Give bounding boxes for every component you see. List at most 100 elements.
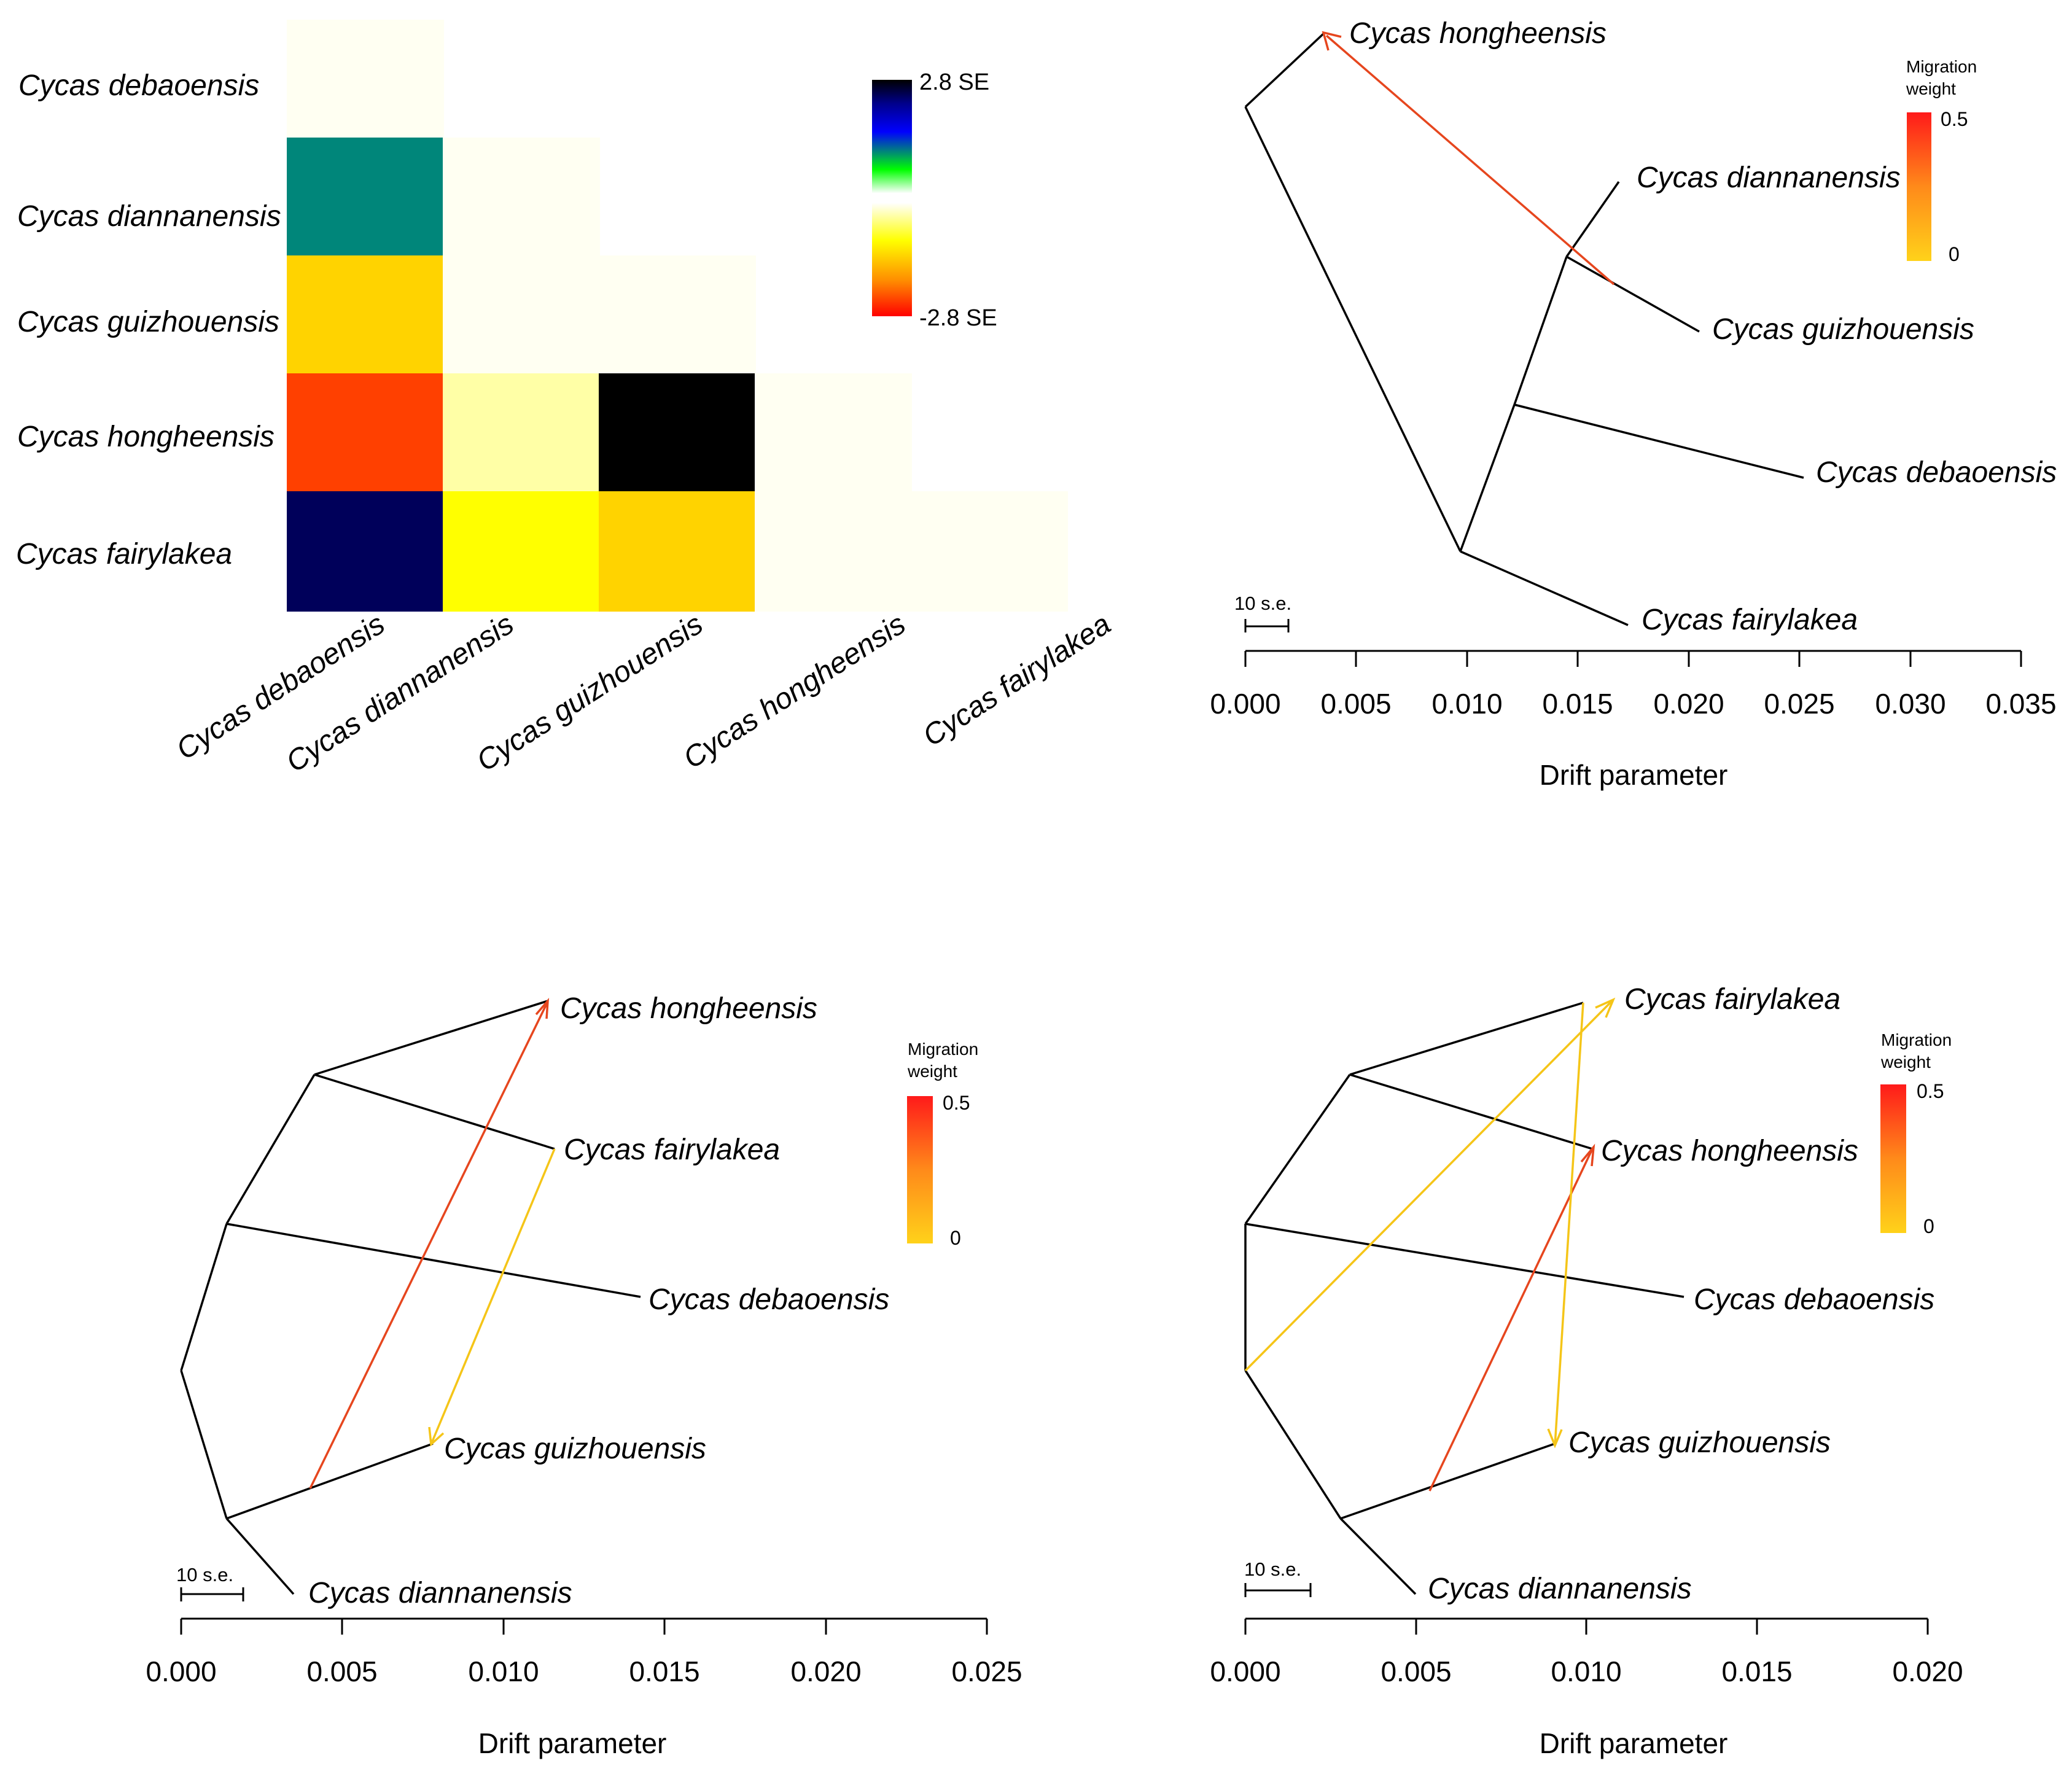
heatmap-column-label: Cycas debaoensis <box>171 608 391 766</box>
tree-tip-label: Cycas guizhouensis <box>1712 313 1974 346</box>
heatmap-cell-fairylakea-fairylakea <box>911 491 1068 612</box>
tree-branch <box>180 1370 228 1519</box>
scale-bar-label: 10 s.e. <box>176 1564 233 1585</box>
x-axis-ticks <box>180 1619 988 1635</box>
migration-legend: Migration weight 0.5 0 <box>907 1040 978 1249</box>
tree-branch <box>1460 550 1629 626</box>
tree-branch <box>1340 1442 1556 1520</box>
x-axis: 0.000 0.005 0.010 0.015 0.020 0.025 0.03… <box>1210 650 2057 791</box>
tree-tip-label: Cycas debaoensis <box>1694 1283 1934 1316</box>
migration-edges <box>1322 31 1615 286</box>
x-tick-label: 0.030 <box>1875 688 1945 720</box>
tree-branch <box>1566 255 1700 333</box>
x-axis-title: Drift parameter <box>1540 1727 1728 1759</box>
x-tick-label: 0.010 <box>1431 688 1502 720</box>
legend-title-line-2: weight <box>1880 1052 1931 1072</box>
tree-tip-label: Cycas diannanensis <box>308 1577 572 1609</box>
tree-branch <box>1349 1073 1593 1150</box>
x-tick-label: 0.000 <box>1210 688 1280 720</box>
heatmap-row-label: Cycas debaoensis <box>18 69 259 102</box>
migration-arrowhead <box>1547 1428 1563 1449</box>
migration-legend: Migration weight 0.5 0 <box>1906 57 1977 265</box>
legend-title-line-1: Migration <box>908 1040 978 1059</box>
heatmap-cell-fairylakea-hongheensis <box>755 491 912 612</box>
heatmap-cell-hongheensis-diannanensis <box>443 373 600 492</box>
treemix-tree-panel-3: Cycas fairylakea Cycas hongheensis Cycas… <box>1210 983 1963 1759</box>
x-tick-label: 0.005 <box>1320 688 1391 720</box>
tree-tip-label: Cycas fairylakea <box>1642 604 1858 636</box>
x-axis-tick-labels: 0.000 0.005 0.010 0.015 0.020 0.025 <box>146 1655 1022 1687</box>
x-tick-label: 0.005 <box>1381 1655 1451 1687</box>
legend-max-label: 0.5 <box>1941 108 1968 130</box>
migration-arrow <box>1244 1000 1613 1372</box>
tree-branch <box>314 1073 555 1150</box>
x-tick-label: 0.020 <box>1892 1655 1963 1687</box>
tree-branch <box>1349 1002 1584 1076</box>
tree-branch <box>180 1223 228 1371</box>
legend-title-line-1: Migration <box>1881 1030 1952 1049</box>
treemix-tree-panel-2: Cycas hongheensis Cycas fairylakea Cycas… <box>146 992 1022 1759</box>
heatmap-cell-debaoensis-debaoensis <box>287 20 444 139</box>
tree-branches <box>1244 33 1804 626</box>
tree-tip-label: Cycas guizhouensis <box>444 1433 706 1465</box>
x-axis: 0.000 0.005 0.010 0.015 0.020 Drift para… <box>1210 1617 1963 1759</box>
tree-tip-labels: Cycas fairylakea Cycas hongheensis Cycas… <box>1428 983 1934 1605</box>
heatmap-column-label: Cycas fairylakea <box>917 608 1116 753</box>
heatmap-cell-guizhouensis-guizhouensis <box>599 255 756 375</box>
tree-branch <box>1244 106 1462 552</box>
tree-tip-label: Cycas debaoensis <box>1816 456 2057 489</box>
heatmap-cell-fairylakea-debaoensis <box>287 491 444 612</box>
x-tick-label: 0.010 <box>468 1655 539 1687</box>
migration-arrow <box>1428 1148 1594 1492</box>
tree-tip-label: Cycas debaoensis <box>648 1283 889 1316</box>
colorbar-max-label: 2.8 SE <box>919 69 989 95</box>
tree-tip-labels: Cycas hongheensis Cycas diannanensis Cyc… <box>1349 17 2057 636</box>
legend-min-label: 0 <box>950 1227 961 1249</box>
heatmap-colorbar: 2.8 SE -2.8 SE <box>872 69 997 331</box>
heatmap-row-label: Cycas fairylakea <box>16 538 232 570</box>
legend-gradient <box>907 1096 933 1243</box>
tree-tip-label: Cycas hongheensis <box>1349 17 1607 50</box>
heatmap-cell-diannanensis-diannanensis <box>443 138 600 257</box>
x-axis-title: Drift parameter <box>478 1727 667 1759</box>
heatmap-row-label: Cycas hongheensis <box>17 421 275 453</box>
legend-gradient <box>1907 112 1931 261</box>
heatmap-row-labels: Cycas debaoensis Cycas diannanensis Cyca… <box>16 69 281 570</box>
migration-legend: Migration weight 0.5 0 <box>1880 1030 1952 1237</box>
tree-branch <box>314 1000 548 1076</box>
migration-arrowhead <box>1580 1143 1595 1167</box>
scale-bar-label: 10 s.e. <box>1234 593 1291 614</box>
tree-branch <box>1565 181 1620 258</box>
legend-min-label: 0 <box>1949 243 1960 265</box>
x-tick-label: 0.035 <box>1985 688 2056 720</box>
migration-arrowhead <box>535 997 550 1019</box>
tree-tip-label: Cycas diannanensis <box>1428 1573 1692 1605</box>
x-axis-ticks <box>1244 1619 1929 1635</box>
x-tick-label: 0.015 <box>1721 1655 1792 1687</box>
x-axis-tick-labels: 0.000 0.005 0.010 0.015 0.020 0.025 0.03… <box>1210 688 2056 720</box>
tree-branch <box>225 1074 316 1224</box>
heatmap-column-labels: Cycas debaoensis Cycas diannanensis Cyca… <box>171 608 1116 779</box>
x-tick-label: 0.015 <box>629 1655 699 1687</box>
tree-tip-label: Cycas hongheensis <box>560 992 817 1025</box>
x-axis: 0.000 0.005 0.010 0.015 0.020 0.025 Drif… <box>146 1617 1022 1759</box>
colorbar-min-label: -2.8 SE <box>919 305 997 331</box>
x-tick-label: 0.010 <box>1551 1655 1621 1687</box>
heatmap-cell-guizhouensis-diannanensis <box>443 255 600 375</box>
colorbar-gradient <box>872 80 912 316</box>
tree-tip-label: Cycas fairylakea <box>1624 983 1840 1016</box>
legend-gradient <box>1880 1084 1906 1233</box>
x-tick-label: 0.025 <box>951 1655 1022 1687</box>
tree-tip-label: Cycas diannanensis <box>1637 161 1901 194</box>
scale-bar-line <box>180 1587 244 1601</box>
residual-heatmap-panel: Cycas debaoensis Cycas diannanensis Cyca… <box>16 20 1116 779</box>
tree-branch <box>1244 33 1325 108</box>
heatmap-cell-hongheensis-debaoensis <box>287 373 444 492</box>
tree-branch <box>226 1442 434 1520</box>
tree-tip-labels: Cycas hongheensis Cycas fairylakea Cycas… <box>308 992 889 1609</box>
tree-branch <box>1244 1073 1351 1225</box>
migration-arrowhead <box>1595 997 1616 1018</box>
tree-tip-label: Cycas fairylakea <box>564 1134 780 1166</box>
legend-max-label: 0.5 <box>943 1092 970 1114</box>
